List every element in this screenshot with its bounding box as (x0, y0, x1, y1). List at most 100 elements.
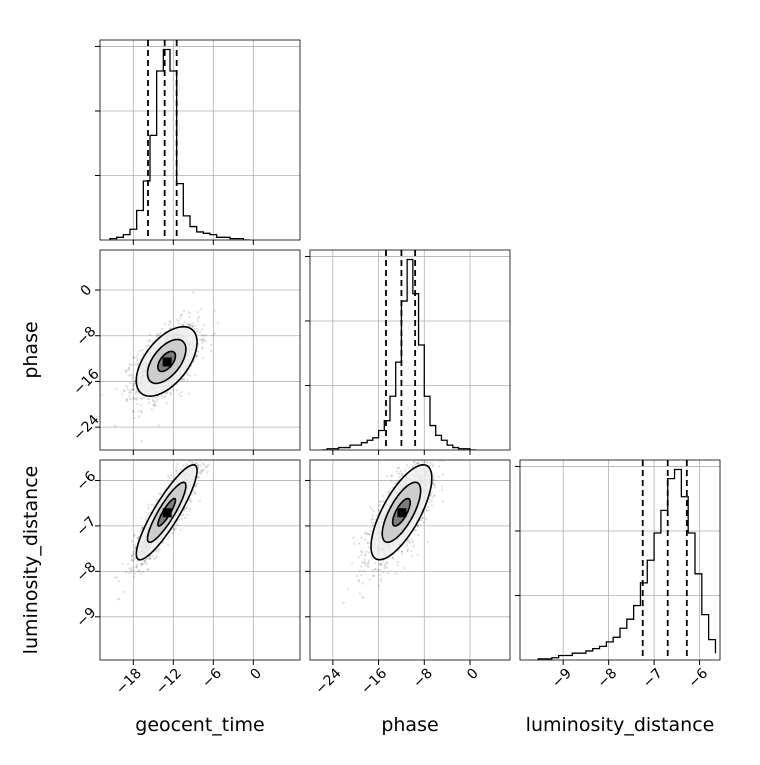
panel-border (309, 459, 511, 661)
scatter-panel-geocent_time-phase-bg (100, 250, 300, 450)
sample-point (176, 389, 179, 392)
sample-point (367, 562, 370, 566)
sample-point (199, 338, 202, 342)
sample-point (407, 538, 410, 541)
sample-point (187, 311, 190, 314)
sample-point (415, 462, 418, 465)
sample-point (432, 452, 434, 454)
sample-point (366, 541, 370, 545)
hist-panel-phase (305, 249, 511, 455)
sample-point (143, 562, 146, 565)
sample-point (158, 492, 161, 495)
sample-point (157, 333, 160, 336)
sample-point (141, 353, 144, 356)
sample-point (141, 349, 144, 352)
sample-point (149, 557, 152, 561)
sample-point (366, 541, 369, 544)
sample-point (141, 526, 144, 529)
sample-point (146, 568, 149, 571)
sample-point (125, 397, 129, 401)
sample-point (140, 563, 144, 566)
sample-point (417, 461, 420, 464)
sample-point (167, 475, 170, 478)
sample-point (425, 456, 427, 458)
sample-point (430, 500, 433, 503)
sample-point (130, 364, 133, 367)
sample-point (182, 310, 186, 313)
sample-point (394, 572, 397, 575)
sample-point (182, 464, 185, 467)
sample-point (135, 563, 138, 566)
sample-point (442, 473, 445, 476)
sample-point (184, 465, 187, 468)
sample-point (140, 563, 143, 566)
sample-point (189, 498, 192, 501)
sample-point (121, 562, 124, 565)
sample-point (172, 388, 175, 391)
sample-point (196, 354, 199, 358)
sample-point (403, 567, 406, 570)
sample-point (442, 460, 445, 463)
sample-point (419, 523, 422, 527)
x-tick-label: 0 (464, 665, 482, 683)
sample-point (352, 536, 355, 539)
histogram-luminosity_distance (537, 468, 717, 660)
sample-point (134, 392, 137, 395)
sample-point (145, 344, 148, 347)
sample-point (197, 327, 200, 330)
sample-point (132, 397, 135, 400)
x-tick-label: −12 (153, 665, 185, 697)
sample-point (365, 532, 368, 536)
sample-point (167, 543, 170, 546)
sample-point (178, 393, 181, 396)
sample-point (202, 457, 204, 459)
sample-point (161, 327, 164, 331)
sample-point (168, 535, 171, 538)
sample-point (140, 562, 143, 565)
sample-point (175, 522, 178, 525)
sample-point (191, 325, 194, 328)
sample-point (346, 587, 350, 590)
sample-point (135, 391, 138, 394)
sample-point (192, 454, 194, 456)
sample-point (406, 549, 409, 552)
sample-point (364, 538, 367, 542)
sample-point (143, 560, 146, 563)
sample-point (210, 349, 213, 352)
sample-point (429, 494, 432, 497)
sample-point (186, 463, 189, 466)
sample-point (382, 500, 385, 503)
sample-point (367, 565, 370, 568)
sample-point (133, 363, 136, 366)
sample-point (411, 465, 414, 468)
sample-point (148, 338, 151, 341)
sample-point (384, 564, 387, 568)
sample-point (413, 460, 416, 463)
sample-point (152, 400, 155, 403)
sample-point (161, 394, 164, 397)
sample-point (425, 509, 428, 512)
sample-point (135, 566, 138, 569)
sample-point (135, 397, 138, 400)
density-peak (397, 508, 407, 518)
sample-point (357, 556, 360, 559)
sample-point (416, 462, 419, 465)
sample-point (382, 571, 385, 574)
sample-point (139, 404, 142, 407)
sample-point (370, 518, 373, 521)
sample-point (148, 557, 151, 560)
sample-point (128, 572, 131, 575)
sample-point (432, 475, 435, 478)
sample-point (124, 370, 127, 374)
sample-point (135, 565, 139, 568)
sample-point (136, 402, 139, 405)
sample-point (134, 565, 138, 568)
sample-point (194, 491, 197, 495)
sample-point (449, 450, 451, 452)
sample-point (141, 570, 144, 573)
sample-point (147, 503, 150, 506)
sample-point (157, 424, 160, 427)
sample-point (363, 561, 366, 565)
sample-point (174, 470, 177, 473)
sample-point (206, 453, 208, 455)
